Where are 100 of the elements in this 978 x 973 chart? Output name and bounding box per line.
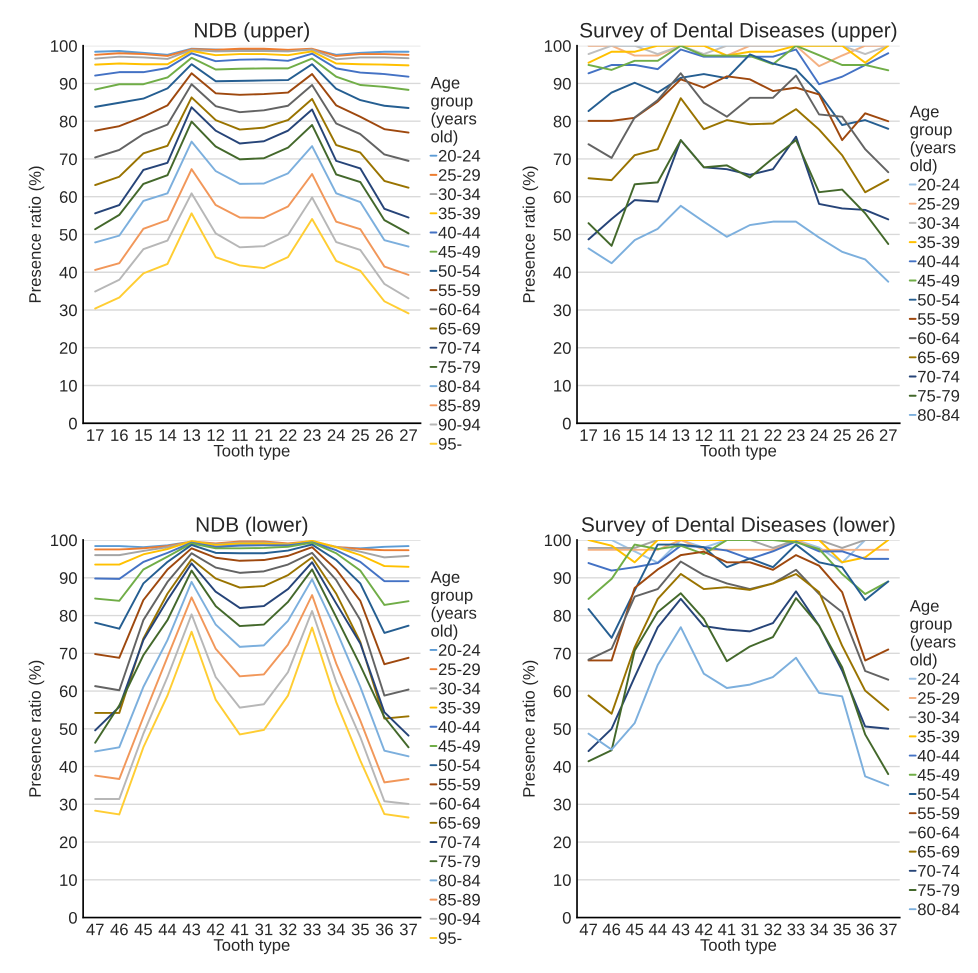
x-tick-label: 33 <box>787 924 805 936</box>
y-tick-label: 40 <box>59 760 77 773</box>
x-tick-label: 34 <box>328 924 345 936</box>
x-tick-label: 12 <box>208 429 224 441</box>
x-axis-title: Tooth type <box>214 444 290 460</box>
x-tick-label: 31 <box>741 924 758 936</box>
legend-label: 30-34 <box>438 682 480 694</box>
line-series <box>94 594 410 784</box>
y-tick-label: 40 <box>59 266 77 278</box>
x-tick-label: 45 <box>134 924 152 936</box>
y-tick-label: 50 <box>554 723 571 735</box>
legend-label: 75-79 <box>438 361 480 373</box>
y-tick-label: 60 <box>60 685 77 698</box>
legend-label: 60-64 <box>918 826 960 838</box>
legend-label: 80-84 <box>438 380 480 392</box>
legend-label: 55-59 <box>438 778 480 790</box>
line-series <box>588 53 890 130</box>
x-tick-label: 36 <box>376 924 393 936</box>
legend-label: 65-69 <box>918 352 960 364</box>
line-series <box>94 83 410 162</box>
y-tick-label: 80 <box>554 116 571 128</box>
legend-label: 95- <box>438 438 462 450</box>
legend-label: 60-64 <box>918 332 960 344</box>
legend-label: 25-29 <box>438 169 480 181</box>
legend-label: 80-84 <box>438 874 480 886</box>
x-tick-label: 37 <box>880 924 897 936</box>
y-tick-label: 20 <box>60 342 77 354</box>
line-series <box>588 48 890 86</box>
x-tick-label: 36 <box>856 924 874 936</box>
legend-label: 40-44 <box>438 720 480 733</box>
x-tick-label: 31 <box>255 924 272 936</box>
legend-label: 50-54 <box>438 265 480 277</box>
x-tick-label: 43 <box>672 924 690 936</box>
x-tick-label: 26 <box>376 429 393 442</box>
x-tick-label: 37 <box>400 924 417 936</box>
x-tick-label: 42 <box>694 924 712 936</box>
x-tick-label: 47 <box>86 924 104 936</box>
legend-label: 40-44 <box>438 226 480 238</box>
x-tick-label: 16 <box>604 429 620 442</box>
x-tick-label: 32 <box>764 924 782 936</box>
x-tick-label: 17 <box>580 429 597 441</box>
y-tick-label: 60 <box>554 685 571 698</box>
chart-title: NDB (lower) <box>196 516 308 536</box>
legend-label: 70-74 <box>438 342 480 354</box>
y-tick-label: 20 <box>60 836 77 848</box>
chart-title: Survey of Dental Diseases (lower) <box>582 516 895 536</box>
legend-label: 55-59 <box>918 807 960 820</box>
legend-label: 45-49 <box>918 274 960 286</box>
legend-label: 55-59 <box>918 313 960 325</box>
legend-label: 30-34 <box>438 188 480 200</box>
line-series <box>588 75 890 142</box>
line-series <box>94 72 410 134</box>
y-tick-label: 80 <box>60 116 77 128</box>
legend-label: 25-29 <box>438 663 480 676</box>
line-series <box>588 72 890 174</box>
x-tick-label: 43 <box>182 924 200 936</box>
line-series <box>94 192 410 300</box>
x-tick-label: 33 <box>303 924 321 936</box>
y-tick-label: 0 <box>68 418 77 430</box>
y-tick-label: 50 <box>554 228 571 241</box>
x-tick-label: 27 <box>880 429 897 441</box>
x-tick-label: 13 <box>184 429 200 442</box>
line-series <box>94 541 410 582</box>
x-tick-label: 22 <box>764 429 782 441</box>
legend-label: 35-39 <box>438 702 480 714</box>
legend-label: 35-39 <box>918 236 960 248</box>
legend-label: 20-24 <box>918 178 960 190</box>
x-tick-label: 17 <box>87 429 104 441</box>
line-series <box>94 48 410 60</box>
line-series <box>588 560 890 681</box>
x-axis-title: Tooth type <box>700 938 776 954</box>
y-tick-label: 90 <box>60 78 77 90</box>
x-tick-label: 16 <box>111 429 128 442</box>
y-tick-label: 0 <box>562 912 571 924</box>
y-tick-label: 90 <box>60 572 77 584</box>
x-tick-label: 32 <box>279 924 296 936</box>
x-tick-label: 44 <box>158 924 176 936</box>
x-tick-label: 41 <box>230 924 248 936</box>
y-axis-title: Presence ratio (%) <box>28 166 44 302</box>
legend-label: 75-79 <box>918 884 960 896</box>
x-tick-label: 11 <box>719 429 735 441</box>
y-tick-label: 100 <box>544 534 571 546</box>
legend-label: 35-39 <box>438 207 480 220</box>
legend-title: Age group (years old) <box>430 571 476 640</box>
legend-label: 85-89 <box>438 400 480 412</box>
line-series <box>94 540 410 568</box>
y-tick-label: 10 <box>554 874 571 886</box>
y-tick-label: 60 <box>554 191 571 203</box>
legend-label: 75-79 <box>918 390 960 402</box>
legend-label: 40-44 <box>918 255 960 268</box>
x-tick-label: 22 <box>280 429 296 441</box>
x-axis-title: Tooth type <box>214 938 290 954</box>
y-tick-label: 70 <box>60 153 77 166</box>
legend-title: Age group (years old) <box>430 76 476 146</box>
line-series <box>94 106 410 218</box>
y-axis-title: Presence ratio (%) <box>28 660 44 796</box>
chart-title: NDB (upper) <box>195 22 310 42</box>
legend-label: 70-74 <box>918 370 960 383</box>
y-tick-label: 60 <box>60 191 77 203</box>
line-series <box>94 96 410 189</box>
